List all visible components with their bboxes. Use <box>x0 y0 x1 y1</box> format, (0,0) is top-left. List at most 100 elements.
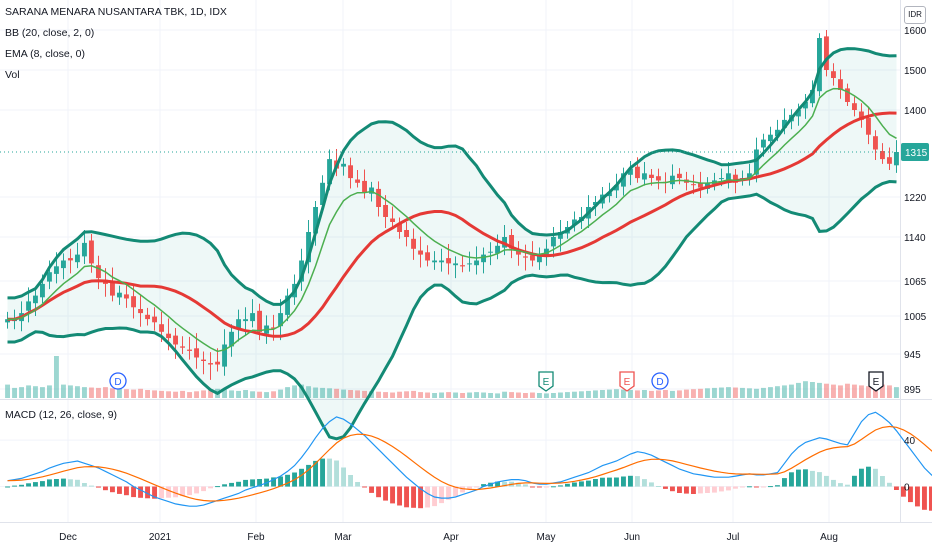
bollinger-legend[interactable]: BB (20, close, 2, 0) <box>5 27 95 39</box>
volume-bar <box>201 390 206 398</box>
candle-body <box>866 117 871 135</box>
volume-bar <box>824 383 829 398</box>
macd-histogram-bar <box>887 482 892 487</box>
price-tick-label: 1500 <box>904 66 927 77</box>
volume-bar <box>579 391 584 398</box>
volume-bar <box>194 391 199 398</box>
event-marker-label: E <box>543 377 550 388</box>
macd-histogram-bar <box>586 480 591 487</box>
candle-body <box>117 292 122 298</box>
volume-bar <box>124 389 129 398</box>
macd-histogram-bar <box>691 486 696 494</box>
candle <box>824 30 829 77</box>
volume-bar <box>439 392 444 398</box>
currency-badge[interactable]: IDR <box>904 6 926 24</box>
candle <box>425 245 430 267</box>
candle-body <box>677 173 682 179</box>
candle <box>852 96 857 117</box>
volume-bar <box>817 382 822 398</box>
candle-body <box>509 235 514 249</box>
volume-legend[interactable]: Vol <box>5 69 20 81</box>
candle-body <box>348 165 353 179</box>
macd-histogram-bar <box>446 486 451 500</box>
candle-body <box>726 173 731 180</box>
candle-body <box>691 184 696 186</box>
candle-body <box>670 175 675 185</box>
volume-bar <box>565 392 570 398</box>
volume-bar <box>180 390 185 398</box>
macd-histogram-bar <box>194 486 199 494</box>
macd-histogram-bar <box>460 486 465 493</box>
candle <box>481 247 486 274</box>
volume-bar <box>852 384 857 398</box>
macd-histogram-bar <box>166 486 171 498</box>
macd-histogram-bar <box>432 486 437 507</box>
candle-body <box>285 295 290 315</box>
macd-histogram-bar <box>383 486 388 501</box>
volume-bars <box>5 356 899 398</box>
volume-bar <box>754 388 759 398</box>
macd-histogram-bar <box>376 486 381 498</box>
candle <box>551 227 556 258</box>
time-tick-label: Aug <box>820 532 838 543</box>
candle-body <box>166 333 171 339</box>
candle <box>439 248 444 272</box>
macd-histogram-bar <box>523 484 528 487</box>
volume-bar <box>551 393 556 398</box>
candle-body <box>187 349 192 351</box>
candle <box>642 161 647 186</box>
candle-body <box>96 265 101 279</box>
macd-histogram-bar <box>677 486 682 493</box>
price-tick-label: 895 <box>904 385 921 396</box>
macd-histogram-bar <box>334 460 339 487</box>
volume-bar <box>705 388 710 398</box>
candle <box>75 242 80 269</box>
macd-histogram-bar <box>733 486 738 489</box>
macd-histogram-bar <box>719 486 724 492</box>
macd-histogram-bar <box>117 486 122 494</box>
ema-legend[interactable]: EMA (8, close, 0) <box>5 48 85 60</box>
macd-histogram-bar <box>670 486 675 492</box>
candle <box>208 352 213 380</box>
macd-histogram-bar <box>306 464 311 487</box>
macd-histogram-bar <box>320 458 325 487</box>
volume-bar <box>481 392 486 398</box>
candle <box>670 164 675 189</box>
volume-bar <box>488 393 493 398</box>
volume-bar <box>278 389 283 398</box>
candle-body <box>810 90 815 104</box>
macd-histogram-bar <box>33 482 38 487</box>
macd-line <box>7 411 932 507</box>
macd-histogram-bar <box>47 479 52 487</box>
volume-bar <box>47 385 52 398</box>
macd-histogram-bar <box>341 467 346 487</box>
volume-bar <box>40 387 45 398</box>
volume-bar <box>75 386 80 398</box>
candle-body <box>54 266 59 274</box>
candle-body <box>383 205 388 217</box>
candle <box>236 309 241 342</box>
candle <box>880 143 885 164</box>
volume-bar <box>271 391 276 398</box>
macd-histogram-bar <box>740 486 745 488</box>
candle <box>138 295 143 327</box>
volume-bar <box>96 387 101 398</box>
volume-bar <box>873 385 878 398</box>
candle-body <box>796 110 801 117</box>
macd-histogram-bar <box>54 479 59 487</box>
candle <box>887 147 892 170</box>
candle-body <box>649 174 654 178</box>
candle-body <box>621 173 626 187</box>
candle-body <box>299 260 304 282</box>
macd-histogram-bar <box>278 476 283 487</box>
candle-body <box>47 272 52 282</box>
time-axis: Dec 2021 Feb Mar Apr May Jun Jul Aug <box>59 532 838 543</box>
time-tick-label: Apr <box>443 532 459 543</box>
candle <box>859 103 864 128</box>
macd-histogram-bar <box>159 486 164 499</box>
candle <box>726 161 731 189</box>
macd-histogram-bar <box>474 486 479 488</box>
candle-body <box>460 265 465 267</box>
macd-legend[interactable]: MACD (12, 26, close, 9) <box>5 409 118 421</box>
candle-body <box>306 232 311 263</box>
